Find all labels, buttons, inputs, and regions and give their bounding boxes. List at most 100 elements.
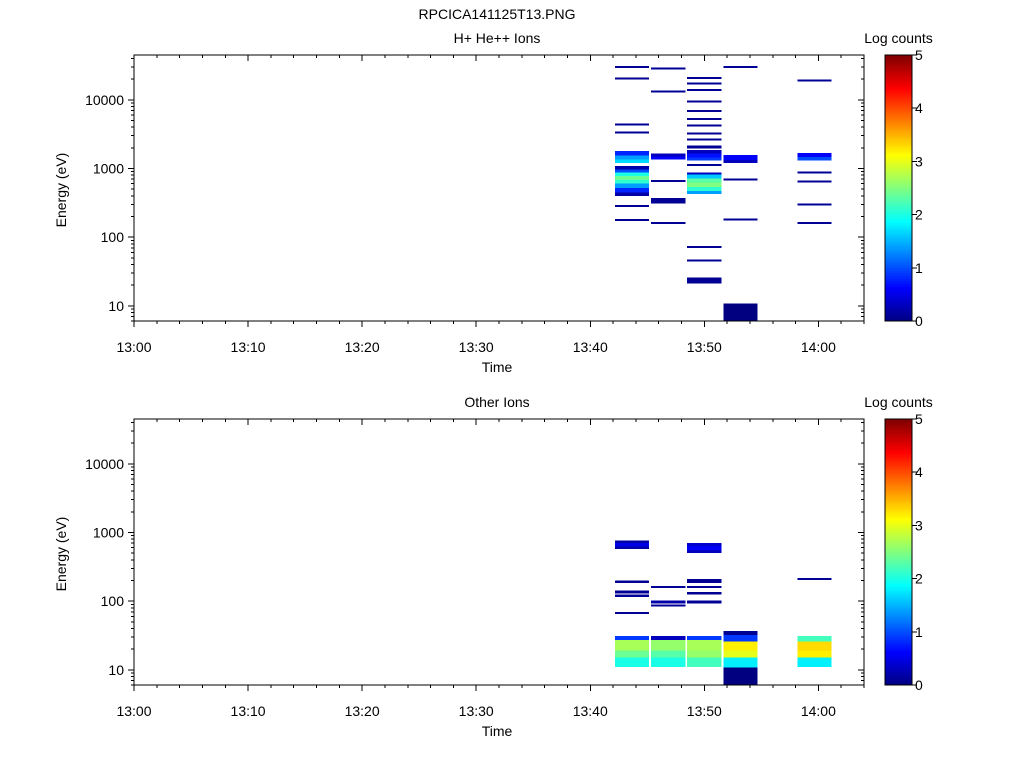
heatmap-cell [614,172,650,176]
colorbar-swatch [885,275,912,280]
colorbar-swatch [885,541,912,545]
colorbar-swatch [885,671,912,675]
colorbar-swatch [885,177,912,181]
heatmap-cell [651,586,686,589]
colorbar-swatch [885,230,912,234]
y-tick-label: 10000 [85,456,124,472]
colorbar-swatch [885,214,912,218]
heatmap-cell [687,546,722,550]
heatmap-cell [614,150,650,156]
colorbar-swatch [885,55,912,59]
colorbar-swatch [885,60,912,64]
heatmap-cell [614,590,650,594]
colorbar-swatch [885,642,912,646]
colorbar-swatch [885,100,912,104]
colorbar-swatch [885,666,912,670]
colorbar-swatch [885,594,912,598]
colorbar-swatch [885,517,912,521]
colorbar-swatch [885,302,912,306]
colorbar-swatch [885,429,912,433]
heatmap-cell [723,303,758,321]
colorbar-swatch [885,299,912,303]
colorbar-swatch [885,211,912,216]
colorbar-swatch [885,466,912,471]
colorbar-swatch [885,528,912,532]
colorbar-swatch [885,73,912,77]
heatmap-cell [687,157,722,161]
colorbar-tick-label: 4 [915,100,923,116]
heatmap-cell [687,592,722,595]
colorbar-swatch [885,97,912,101]
colorbar-swatch [885,81,912,85]
colorbar-swatch [885,480,912,484]
colorbar-swatch [885,424,912,428]
colorbar-swatch [885,578,912,582]
colorbar-swatch [885,251,912,256]
heatmap-cell [687,277,722,284]
heatmap-cell [687,110,722,113]
colorbar-swatch [885,637,912,641]
colorbar-swatch [885,113,912,117]
colorbar-swatch [885,522,912,526]
colorbar-swatch [885,602,912,606]
x-tick-label: 13:10 [231,703,266,719]
colorbar-tick-label: 3 [915,517,923,533]
colorbar-swatch [885,305,912,309]
panel-title: Other Ions [464,394,529,410]
colorbar-swatch [885,289,912,293]
colorbar-swatch [885,496,912,500]
heatmap-cell [723,630,758,636]
colorbar-swatch [885,124,912,128]
colorbar-swatch [885,533,912,537]
colorbar-swatch [885,626,912,630]
heatmap-cell [687,186,722,191]
colorbar-swatch [885,283,912,288]
colorbar-swatch [885,506,912,511]
colorbar-swatch [885,243,912,248]
heatmap-cell [797,657,832,667]
colorbar-swatch [885,639,912,644]
colorbar-swatch [885,581,912,585]
heatmap-cell [723,650,758,658]
colorbar-swatch [885,599,912,604]
heatmap-cell [687,579,722,583]
heatmap-cell [614,192,650,196]
colorbar-swatch [885,490,912,495]
colorbar-swatch [885,203,912,208]
plot-frame [133,54,865,322]
colorbar-swatch [885,679,912,683]
heatmap-cell [614,640,650,651]
colorbar-swatch [885,76,912,80]
colorbar-swatch [885,557,912,561]
colorbar-swatch [885,164,912,168]
colorbar-swatch [885,156,912,160]
colorbar-swatch [885,634,912,638]
heatmap-cell [797,153,832,157]
colorbar-swatch [885,129,912,133]
colorbar-swatch [885,554,912,558]
colorbar-swatch [885,426,912,431]
heatmap-cell [614,204,650,207]
colorbar-swatch [885,669,912,673]
heatmap-cell [687,77,722,80]
heatmap-cell [651,657,686,667]
y-tick-label: 1000 [93,524,124,540]
colorbar-swatch [885,116,912,120]
colorbar-swatch [885,307,912,311]
colorbar-swatch [885,126,912,131]
colorbar-swatch [885,610,912,614]
colorbar-swatch [885,142,912,147]
colorbar-swatch [885,84,912,88]
colorbar-swatch [885,140,912,144]
colorbar-swatch [885,586,912,590]
colorbar-swatch [885,235,912,240]
heatmap-cell [723,641,758,651]
heatmap-cell [614,179,650,184]
colorbar-swatch [885,182,912,186]
heatmap-cell [797,578,832,581]
colorbar-swatch [885,453,912,457]
colorbar-swatch [885,57,912,61]
heatmap-cells [614,65,832,321]
colorbar-swatch [885,188,912,192]
